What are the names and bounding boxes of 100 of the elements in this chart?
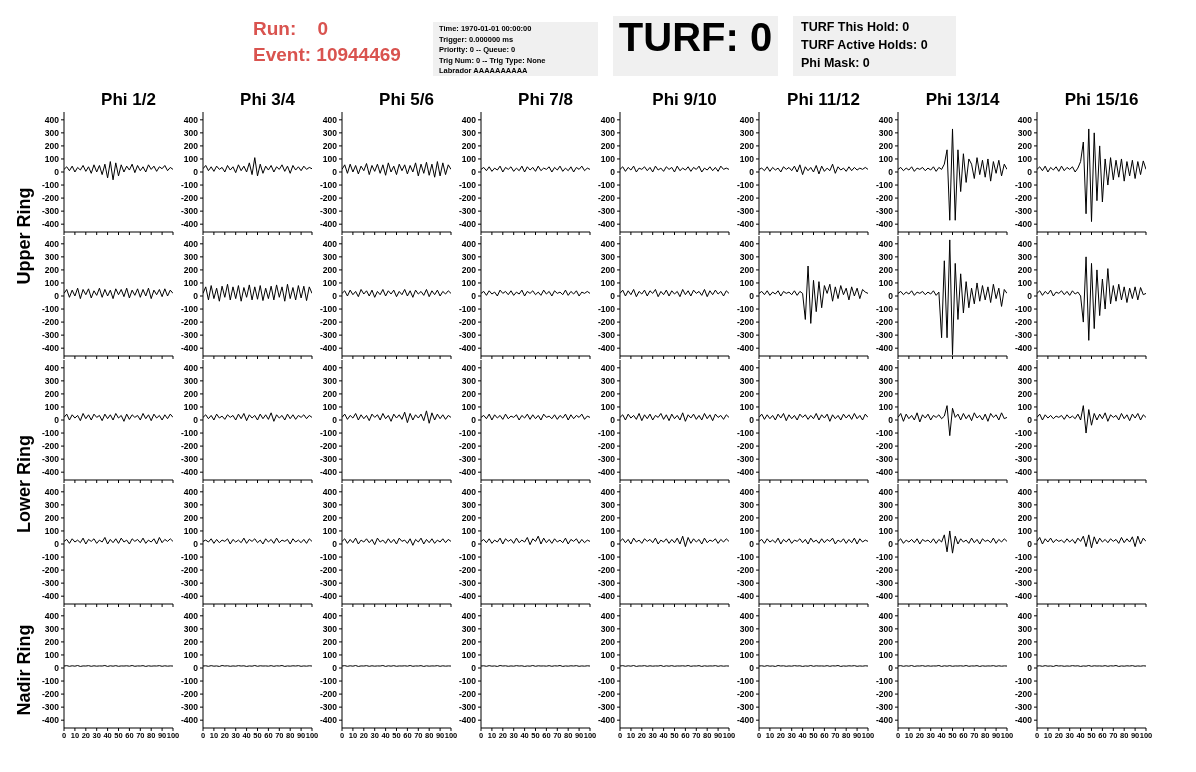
y-tick-label: -400 [1014, 219, 1033, 230]
y-tick-label: 200 [878, 636, 894, 647]
y-tick-label: 300 [600, 499, 616, 510]
y-tick-label: -100 [1014, 676, 1033, 687]
y-tick-label: 200 [322, 512, 338, 523]
y-tick-label: -100 [736, 304, 755, 315]
y-tick-label: 100 [739, 525, 755, 536]
y-tick-label: 400 [322, 362, 338, 373]
y-tick-label: 0 [54, 539, 60, 550]
y-tick-label: -300 [180, 330, 199, 341]
y-tick-label: 100 [878, 525, 894, 536]
y-tick-label: 100 [183, 153, 199, 164]
y-tick-label: 400 [44, 238, 60, 249]
y-tick-label: 200 [878, 512, 894, 523]
y-tick-label: -300 [875, 454, 894, 465]
y-tick-label: 100 [44, 649, 60, 660]
y-tick-label: 400 [1017, 486, 1033, 497]
y-tick-label: -200 [458, 689, 477, 700]
y-tick-label: -400 [319, 591, 338, 602]
y-tick-label: -100 [875, 676, 894, 687]
y-tick-label: -100 [597, 428, 616, 439]
y-tick-label: -100 [736, 676, 755, 687]
y-tick-label: -100 [41, 676, 60, 687]
y-tick-label: -300 [180, 454, 199, 465]
y-tick-label: 0 [888, 663, 894, 674]
text: TURF: 0 [617, 15, 774, 59]
y-tick-label: -400 [736, 219, 755, 230]
y-tick-label: -200 [736, 441, 755, 452]
y-tick-label: -100 [458, 428, 477, 439]
y-tick-label: -200 [875, 317, 894, 328]
y-tick-label: 400 [44, 610, 60, 621]
y-tick-label: -100 [597, 180, 616, 191]
y-tick-label: -200 [458, 317, 477, 328]
y-tick-label: -100 [736, 428, 755, 439]
y-tick-label: -200 [458, 565, 477, 576]
y-tick-label: 0 [1027, 167, 1033, 178]
y-tick-label: 0 [332, 539, 338, 550]
y-tick-label: 0 [1027, 539, 1033, 550]
y-tick-label: -200 [597, 689, 616, 700]
y-tick-label: 0 [332, 291, 338, 302]
y-tick-label: 200 [322, 264, 338, 275]
y-tick-label: -100 [180, 676, 199, 687]
y-tick-label: -400 [597, 343, 616, 354]
y-tick-label: 300 [44, 623, 60, 634]
y-tick-label: -200 [597, 317, 616, 328]
y-tick-label: 400 [600, 238, 616, 249]
y-tick-label: 100 [739, 277, 755, 288]
y-tick-label: 300 [461, 375, 477, 386]
y-tick-label: -200 [597, 441, 616, 452]
y-tick-label: -400 [875, 467, 894, 478]
y-tick-label: -200 [319, 565, 338, 576]
y-tick-label: 300 [739, 375, 755, 386]
y-tick-label: 300 [739, 127, 755, 138]
y-tick-label: -100 [41, 428, 60, 439]
y-tick-label: 100 [600, 277, 616, 288]
y-tick-label: -300 [319, 702, 338, 713]
y-tick-label: -300 [736, 330, 755, 341]
text: Phi Mask: 0 [801, 55, 871, 72]
y-tick-label: -400 [736, 343, 755, 354]
y-tick-label: -100 [180, 428, 199, 439]
y-tick-label: 400 [878, 610, 894, 621]
y-tick-label: 300 [600, 127, 616, 138]
y-tick-label: -300 [597, 330, 616, 341]
y-tick-label: 400 [461, 114, 477, 125]
y-tick-label: 0 [193, 167, 199, 178]
y-tick-label: 300 [183, 623, 199, 634]
y-tick-label: -400 [319, 715, 338, 726]
y-tick-label: -200 [1014, 565, 1033, 576]
y-tick-label: -100 [180, 552, 199, 563]
y-tick-label: -200 [736, 689, 755, 700]
y-tick-label: 200 [600, 388, 616, 399]
chart-title: Phi 3/4 [239, 90, 296, 110]
y-tick-label: -400 [319, 467, 338, 478]
y-tick-label: 300 [600, 375, 616, 386]
y-tick-label: -300 [597, 454, 616, 465]
y-tick-label: -200 [319, 317, 338, 328]
y-tick-label: -200 [41, 317, 60, 328]
y-tick-label: 100 [183, 525, 199, 536]
y-tick-label: 400 [322, 486, 338, 497]
y-tick-label: 100 [600, 649, 616, 660]
y-tick-label: -200 [319, 193, 338, 204]
chart-title: Phi 5/6 [378, 90, 435, 110]
y-tick-label: 200 [739, 512, 755, 523]
y-tick-label: -400 [597, 219, 616, 230]
y-tick-label: -300 [319, 578, 338, 589]
y-tick-label: -300 [875, 578, 894, 589]
y-tick-label: 300 [322, 375, 338, 386]
y-tick-label: 400 [1017, 362, 1033, 373]
y-tick-label: 0 [888, 167, 894, 178]
y-tick-label: -100 [319, 552, 338, 563]
y-tick-label: -300 [1014, 578, 1033, 589]
y-tick-label: -200 [180, 441, 199, 452]
y-tick-label: -100 [458, 180, 477, 191]
y-tick-label: -300 [41, 330, 60, 341]
y-tick-label: 300 [322, 251, 338, 262]
y-tick-label: -100 [1014, 552, 1033, 563]
y-tick-label: 300 [739, 499, 755, 510]
y-tick-label: 400 [183, 114, 199, 125]
y-tick-label: 300 [461, 499, 477, 510]
y-tick-label: -300 [41, 454, 60, 465]
